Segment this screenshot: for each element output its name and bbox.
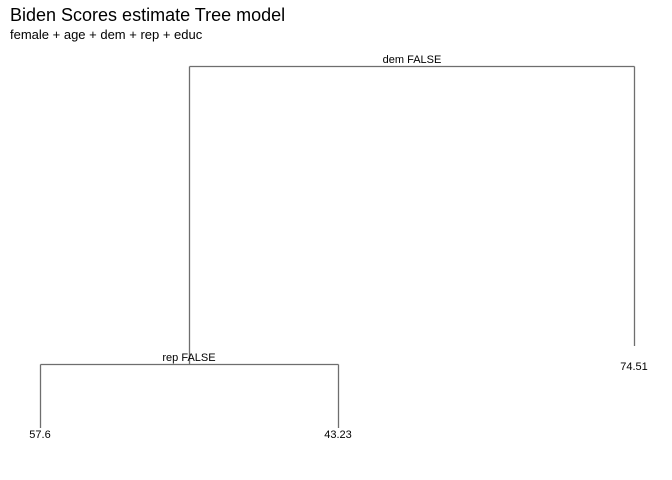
chart-subtitle: female + age + dem + rep + educ	[10, 27, 203, 42]
root-split: dem FALSE	[188, 54, 636, 365]
split-label-dem: dem FALSE	[383, 54, 442, 66]
leaf-value: 43.23	[324, 429, 352, 441]
split-label-rep: rep FALSE	[162, 352, 215, 364]
leaf-value: 57.6	[29, 429, 50, 441]
leaf-value: 74.51	[620, 361, 648, 373]
chart-title: Biden Scores estimate Tree model	[10, 5, 286, 25]
child-split: rep FALSE	[39, 352, 340, 428]
